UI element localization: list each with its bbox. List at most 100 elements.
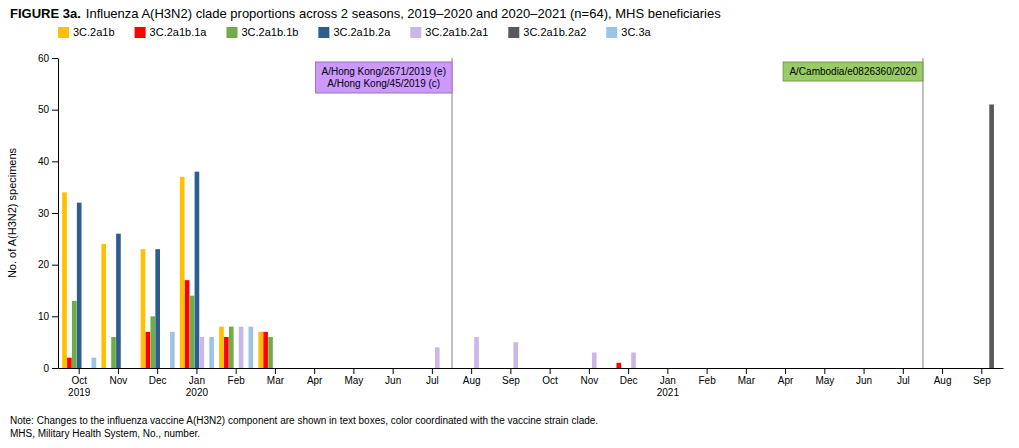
bar xyxy=(602,368,607,369)
x-tick-label: Jul xyxy=(426,375,439,386)
bar xyxy=(121,368,126,369)
bar xyxy=(263,332,268,368)
bar xyxy=(445,368,450,369)
x-tick-mark xyxy=(510,368,511,374)
bar xyxy=(170,332,175,368)
x-tick-label-line: Nov xyxy=(580,375,598,386)
bar xyxy=(872,368,877,369)
series xyxy=(72,296,273,368)
bar xyxy=(626,368,631,369)
x-tick-mark xyxy=(118,368,119,374)
bar xyxy=(101,244,106,368)
bar xyxy=(352,368,357,369)
x-tick-label-line: May xyxy=(815,375,834,386)
x-tick-label-line: Dec xyxy=(149,375,167,386)
x-tick-label-line: Sep xyxy=(973,375,991,386)
x-tick: Sep xyxy=(973,368,991,386)
x-tick-label: Sep xyxy=(502,375,520,386)
bar xyxy=(425,368,430,369)
bar xyxy=(469,368,474,369)
x-tick-label: Dec xyxy=(149,375,167,386)
bar xyxy=(303,368,308,369)
bar xyxy=(636,368,641,369)
y-tick-mark xyxy=(52,161,58,162)
x-tick: Mar xyxy=(267,368,285,386)
bar xyxy=(945,368,950,369)
x-tick-label-line: Aug xyxy=(934,375,952,386)
bar xyxy=(87,368,92,369)
y-tick-label: 10 xyxy=(38,311,50,322)
y-tick: 40 xyxy=(38,156,58,167)
x-tick-label: Jan2020 xyxy=(186,375,209,398)
bar xyxy=(317,368,322,369)
x-tick-mark xyxy=(471,368,472,374)
x-tick-label: Jun xyxy=(385,375,401,386)
x-tick-label-line: Apr xyxy=(307,375,323,386)
plot-area: Oct2019NovDecJan2020FebMarAprMayJunJulAu… xyxy=(38,53,1004,398)
y-tick-mark xyxy=(52,213,58,214)
bar xyxy=(808,368,813,369)
legend-swatch xyxy=(508,27,519,38)
bar xyxy=(199,337,204,368)
bar xyxy=(204,368,209,369)
x-tick: Apr xyxy=(778,368,794,386)
y-tick: 20 xyxy=(38,259,58,270)
bar xyxy=(690,368,695,369)
bar xyxy=(513,342,518,368)
y-tick-label: 20 xyxy=(38,259,50,270)
bar xyxy=(391,368,396,369)
y-tick-mark xyxy=(52,368,58,369)
y-tick: 30 xyxy=(38,208,58,219)
bar xyxy=(852,368,857,369)
series xyxy=(92,327,254,368)
legend-label: 3C.2a1b xyxy=(73,26,115,38)
x-tick-mark xyxy=(314,368,315,374)
bar xyxy=(773,368,778,369)
x-tick-label-line: Jan xyxy=(189,375,205,386)
bars xyxy=(62,105,994,369)
bar xyxy=(82,368,87,369)
annotation-text: A/Cambodia/e0826360/2020 xyxy=(789,66,917,77)
bar xyxy=(504,368,509,369)
bar xyxy=(813,368,818,369)
x-tick-label: Feb xyxy=(228,375,246,386)
bar xyxy=(666,368,671,369)
bar xyxy=(258,332,263,368)
bar xyxy=(631,353,636,369)
x-tick: Mar xyxy=(738,368,756,386)
bar xyxy=(832,368,837,369)
x-tick-label-line: Jan xyxy=(660,375,676,386)
x-tick-mark xyxy=(942,368,943,374)
x-tick-mark xyxy=(746,368,747,374)
bar xyxy=(474,337,479,368)
x-tick-label-line: Nov xyxy=(110,375,128,386)
x-tick-mark xyxy=(236,368,237,374)
y-tick: 60 xyxy=(38,53,58,64)
legend: 3C.2a1b3C.2a1b.1a3C.2a1b.1b3C.2a1b.2a3C.… xyxy=(58,26,652,38)
bar xyxy=(577,368,582,369)
x-tick: Jan2020 xyxy=(186,368,209,398)
bar xyxy=(72,301,77,368)
bar xyxy=(342,368,347,369)
bar xyxy=(612,368,617,369)
x-tick: Nov xyxy=(580,368,598,386)
bar xyxy=(582,368,587,369)
x-tick-mark xyxy=(667,368,668,374)
bar xyxy=(616,363,621,368)
bar xyxy=(739,368,744,369)
annotation-text-line: A/Hong Kong/45/2019 (c) xyxy=(327,78,440,89)
x-tick-label: Apr xyxy=(307,375,323,386)
bar xyxy=(464,368,469,369)
bar xyxy=(661,368,666,369)
bar xyxy=(719,368,724,369)
x-tick-label-line: Dec xyxy=(620,375,638,386)
x-tick-label: Feb xyxy=(698,375,716,386)
x-tick-mark xyxy=(550,368,551,374)
y-tick-label: 40 xyxy=(38,156,50,167)
bar xyxy=(710,368,715,369)
bar xyxy=(592,353,597,369)
x-tick-label-line: Aug xyxy=(463,375,481,386)
bar xyxy=(131,368,136,369)
bar xyxy=(185,280,190,368)
bar xyxy=(641,368,646,369)
